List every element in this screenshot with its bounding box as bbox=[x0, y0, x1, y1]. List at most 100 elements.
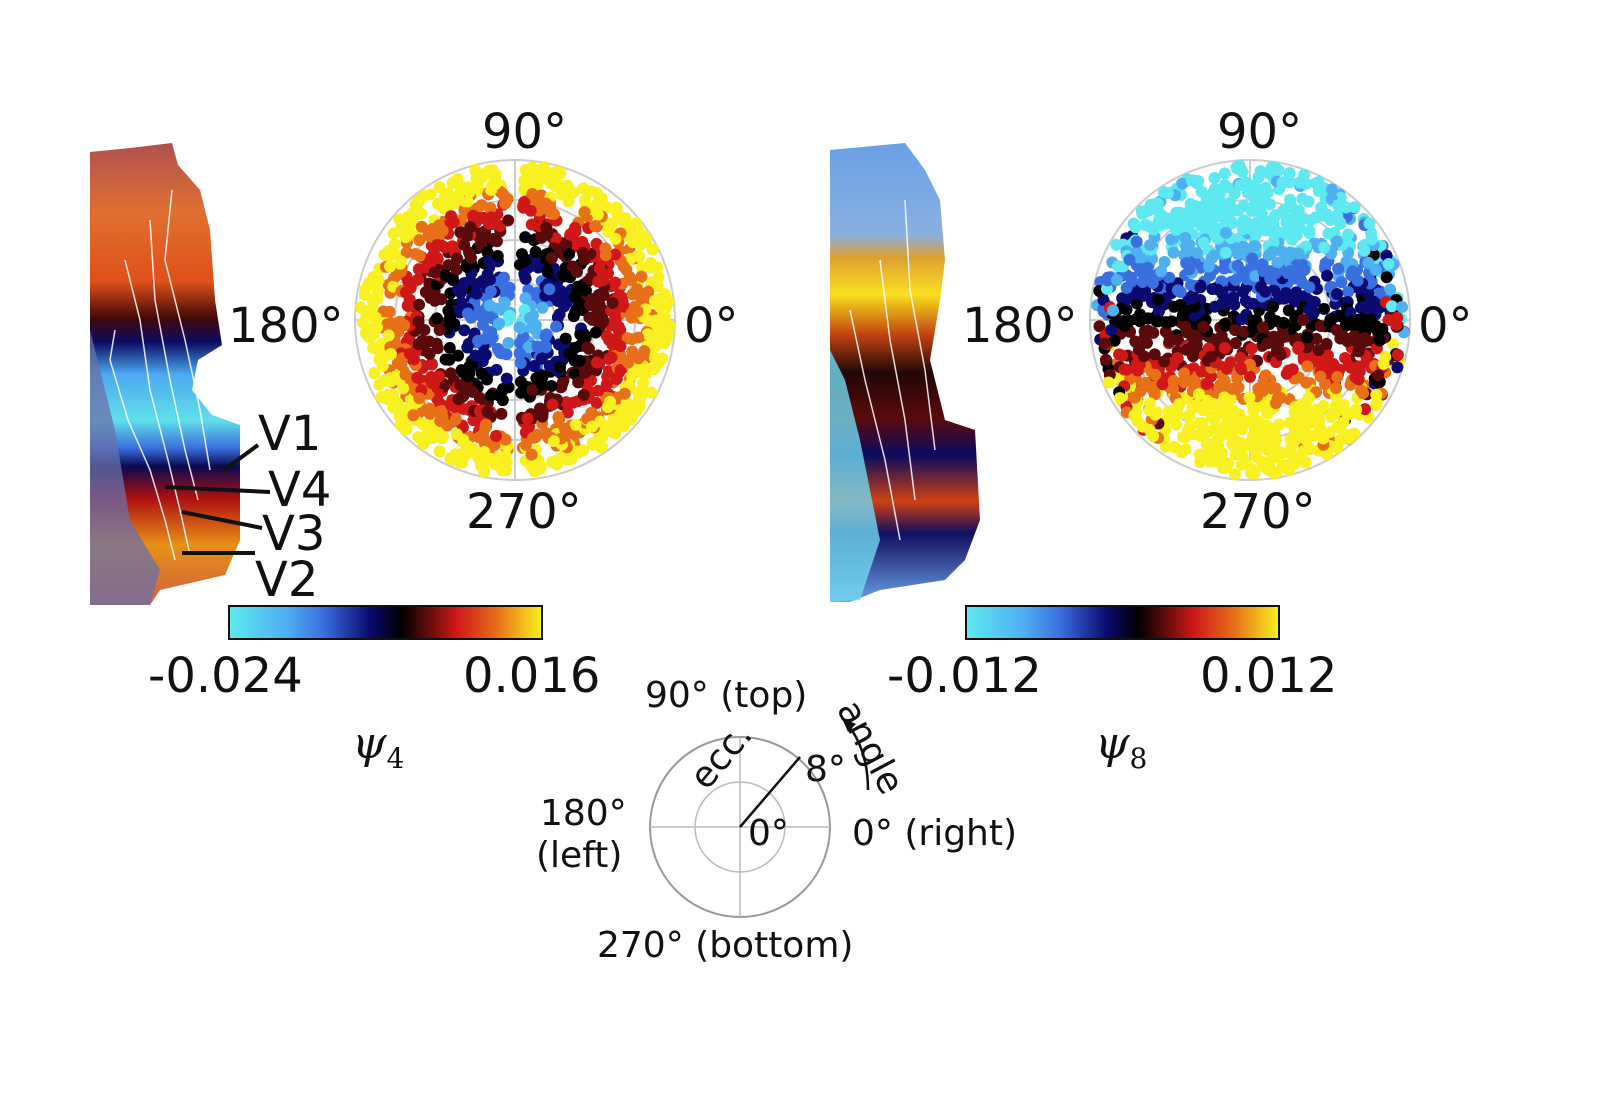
scatter-point bbox=[610, 201, 623, 214]
polar2-label-top: 90° bbox=[1217, 104, 1303, 160]
scatter-point bbox=[480, 418, 493, 431]
scatter-point bbox=[492, 342, 505, 355]
scatter-point bbox=[498, 285, 511, 298]
scatter-point bbox=[1174, 299, 1187, 312]
scatter-point bbox=[519, 292, 532, 305]
scatter-point bbox=[597, 289, 610, 302]
scatter-point bbox=[1391, 361, 1404, 374]
scatter-point bbox=[546, 398, 559, 411]
scatter-point bbox=[387, 227, 400, 240]
scatter-point bbox=[618, 387, 631, 400]
scatter-point bbox=[412, 431, 425, 444]
scatter-point bbox=[402, 275, 415, 288]
scatter-point bbox=[1195, 185, 1208, 198]
scatter-point bbox=[483, 299, 496, 312]
polar1-label-top: 90° bbox=[482, 104, 568, 160]
scatter-point bbox=[1357, 387, 1370, 400]
scatter-point bbox=[452, 393, 465, 406]
scatter-point bbox=[502, 336, 515, 349]
scatter-point bbox=[481, 268, 494, 281]
scatter-point bbox=[484, 202, 497, 215]
scatter-point bbox=[1167, 408, 1180, 421]
scatter-point bbox=[1161, 316, 1174, 329]
scatter-point bbox=[558, 423, 571, 436]
scatter-point bbox=[401, 299, 414, 312]
scatter-point bbox=[1105, 323, 1118, 336]
scatter-point bbox=[1257, 460, 1270, 473]
colorbar1-max: 0.016 bbox=[463, 648, 601, 704]
scatter-point bbox=[1171, 352, 1184, 365]
scatter-point bbox=[470, 287, 483, 300]
scatter-point bbox=[443, 353, 456, 366]
scatter-point bbox=[1269, 382, 1282, 395]
scatter-point bbox=[581, 341, 594, 354]
scatter-point bbox=[1186, 292, 1199, 305]
scatter-point bbox=[1183, 263, 1196, 276]
scatter-point bbox=[367, 297, 380, 310]
scatter-point bbox=[425, 358, 438, 371]
scatter-point bbox=[539, 330, 552, 343]
scatter-point bbox=[603, 334, 616, 347]
scatter-point bbox=[485, 184, 498, 197]
scatter-point bbox=[1267, 218, 1280, 231]
polar2-label-left: 180° bbox=[962, 298, 1078, 354]
colorbar2-max: 0.012 bbox=[1200, 648, 1338, 704]
scatter-point bbox=[579, 194, 592, 207]
scatter-point bbox=[498, 296, 511, 309]
scatter-point bbox=[1269, 397, 1282, 410]
scatter-point bbox=[399, 286, 412, 299]
scatter-point bbox=[465, 311, 478, 324]
scatter-point bbox=[1093, 320, 1106, 333]
scatter-point bbox=[1213, 454, 1226, 467]
scatter-point bbox=[619, 212, 632, 225]
scatter-point bbox=[1314, 370, 1327, 383]
scatter-point bbox=[1296, 258, 1309, 271]
scatter-point bbox=[1120, 363, 1133, 376]
scatter-point bbox=[1301, 360, 1314, 373]
scatter-point bbox=[527, 171, 540, 184]
scatter-point bbox=[637, 377, 650, 390]
scatter-point bbox=[1314, 209, 1327, 222]
scatter-point bbox=[1173, 206, 1186, 219]
scatter-point bbox=[413, 298, 426, 311]
scatter-point bbox=[1110, 238, 1123, 251]
scatter-point bbox=[499, 433, 512, 446]
polar1-label-left: 180° bbox=[228, 298, 344, 354]
scatter-point bbox=[1372, 369, 1385, 382]
scatter-point bbox=[1194, 281, 1207, 294]
scatter-point bbox=[1131, 364, 1144, 377]
scatter-point bbox=[1391, 348, 1404, 361]
scatter-point bbox=[412, 315, 425, 328]
scatter-point bbox=[503, 309, 516, 322]
scatter-point bbox=[617, 420, 630, 433]
scatter-point bbox=[1284, 265, 1297, 278]
scatter-point bbox=[635, 270, 648, 283]
scatter-point bbox=[1293, 221, 1306, 234]
scatter-point bbox=[1179, 443, 1192, 456]
scatter-point bbox=[1128, 409, 1141, 422]
scatter-point bbox=[644, 256, 657, 269]
scatter-point bbox=[572, 376, 585, 389]
scatter-point bbox=[626, 236, 639, 249]
scatter-point bbox=[1256, 384, 1269, 397]
scatter-point bbox=[1257, 376, 1270, 389]
scatter-point bbox=[469, 349, 482, 362]
scatter-point bbox=[1249, 240, 1262, 253]
scatter-point bbox=[1342, 285, 1355, 298]
scatter-point bbox=[458, 324, 471, 337]
scatter-point bbox=[1317, 302, 1330, 315]
scatter-point bbox=[536, 301, 549, 314]
scatter-point bbox=[1321, 349, 1334, 362]
scatter-point bbox=[592, 384, 605, 397]
scatter-point bbox=[1228, 187, 1241, 200]
scatter-point bbox=[1271, 256, 1284, 269]
scatter-point bbox=[575, 280, 588, 293]
scatter-point bbox=[445, 210, 458, 223]
scatter-point bbox=[1191, 246, 1204, 259]
area-label-v2: V2 bbox=[255, 552, 319, 608]
scatter-point bbox=[1282, 304, 1295, 317]
scatter-point bbox=[1332, 262, 1345, 275]
scatter-point bbox=[1335, 310, 1348, 323]
scatter-point bbox=[423, 407, 436, 420]
scatter-point bbox=[461, 229, 474, 242]
